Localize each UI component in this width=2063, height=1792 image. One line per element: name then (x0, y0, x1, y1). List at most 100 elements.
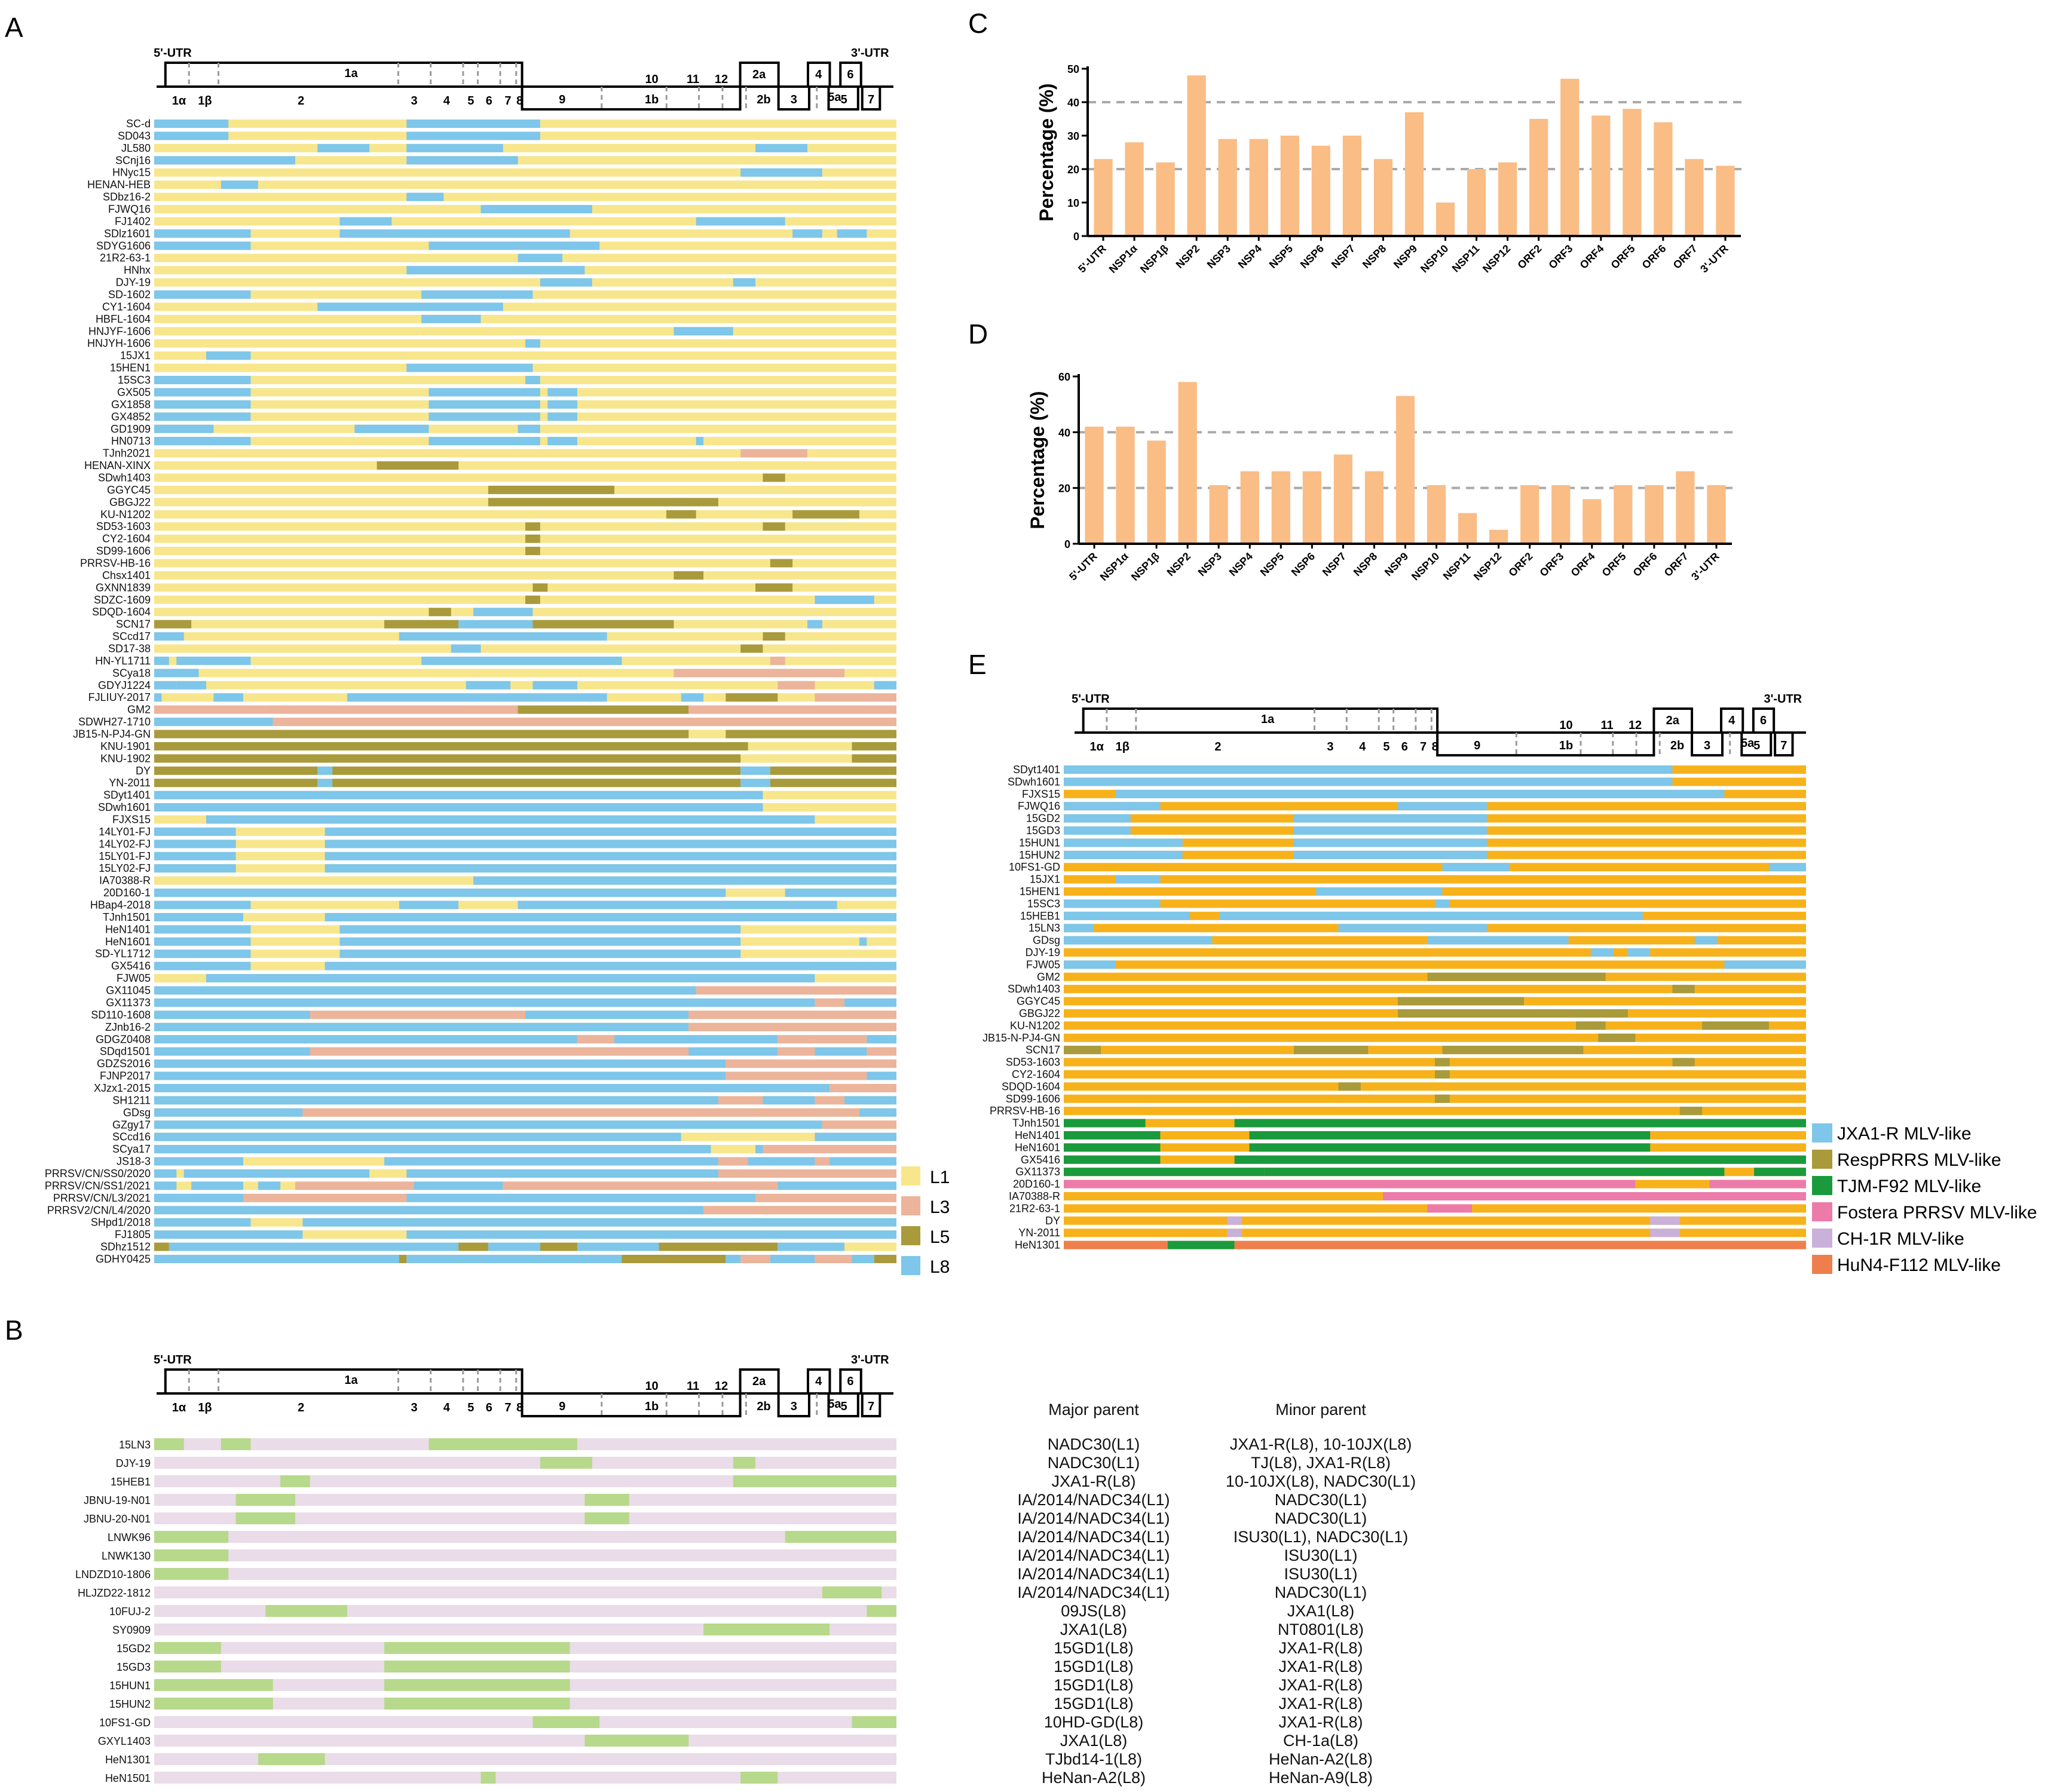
x-tick-label: NSP9 (1382, 550, 1410, 578)
panel-e-row: YN-2011 (1018, 1227, 1806, 1239)
legend-label-l8: L8 (930, 1257, 950, 1277)
segment-l8 (154, 1022, 689, 1031)
segment-l8 (154, 1047, 310, 1056)
segment-l8 (258, 1181, 281, 1190)
panel-b-row: 10FS1-GD 10HD-GD(L8) JXA1-R(L8) (99, 1713, 1363, 1731)
panel-e-row-label: KU-N1202 (1010, 1019, 1060, 1031)
segment-l8 (466, 681, 511, 690)
segment-mlv (1338, 1082, 1361, 1091)
segment-l8 (325, 864, 896, 873)
segment-mlv (1694, 936, 1717, 945)
panel-e-row: HeN1301 (1015, 1239, 1806, 1251)
panel-e-row: GGYC45 (1017, 995, 1806, 1007)
y-tick-label: 0 (1073, 231, 1079, 243)
panel-a-row: 15HEN1 (110, 362, 896, 374)
panel-a-row-label: SCcd16 (112, 1131, 151, 1143)
panel-b-row: LNDZD10-1806 IA/2014/NADC34(L1) ISU30(L1) (75, 1565, 1358, 1583)
segment-l8 (339, 229, 570, 238)
bar (1685, 159, 1704, 236)
segment-l8 (154, 864, 236, 873)
segment-l1 (154, 302, 896, 311)
segment-l8 (778, 1181, 896, 1190)
segment-l8 (339, 925, 741, 934)
major-parent-value: 10HD-GD(L8) (1044, 1713, 1144, 1731)
panel-a-row: KNU-1902 (100, 752, 896, 764)
panel-a-row-label: SDlz1601 (104, 228, 151, 240)
segment-l3 (867, 1047, 896, 1056)
segment-l5 (532, 583, 548, 592)
segment-l1 (154, 180, 896, 189)
segment-mlv (1397, 1009, 1628, 1018)
segment-background (1064, 1046, 1806, 1055)
panel-e-row-label: 20D160-1 (1013, 1178, 1060, 1190)
segment-l8 (518, 900, 837, 909)
segment-mlv (1338, 924, 1487, 933)
segment-mlv (1316, 887, 1443, 896)
panel-a-row: DY (136, 765, 896, 777)
minor-background (154, 1772, 896, 1784)
panel-e-row: JB15-N-PJ4-GN (982, 1032, 1806, 1044)
segment-mlv (1435, 1094, 1450, 1103)
segment-mlv (1064, 1046, 1101, 1055)
panel-a-row: SD043 (118, 130, 896, 142)
minor-parent-value: CH-1a(L8) (1283, 1732, 1358, 1750)
panel-b-row: 15HUN2 15GD1(L8) JXA1-R(L8) (109, 1695, 1363, 1713)
genome-box-bottom (827, 1392, 859, 1417)
panel-e-row-label: SCN17 (1026, 1044, 1060, 1056)
recombinant-segment (221, 1438, 251, 1450)
segment-l3 (659, 1108, 859, 1117)
panel-a-row: SCN17 (116, 618, 896, 630)
panel-b-row: HeN1501 HeNan-A2(L8) HeNan-A9(L8) (105, 1769, 1373, 1787)
genome-label: 9 (559, 93, 565, 106)
segment-l5 (622, 1254, 726, 1263)
panel-a-row-label: SC-d (126, 118, 151, 130)
segment-l8 (473, 608, 533, 617)
minor-parent-value: ISU30(L1) (1284, 1546, 1357, 1564)
segment-l8 (540, 278, 592, 287)
panel-b-row: 10FUJ-2 09JS(L8) JXA1(L8) (109, 1602, 1354, 1620)
segment-l8 (339, 937, 741, 946)
minor-parent-header: Minor parent (1275, 1401, 1366, 1419)
segment-l3 (830, 1083, 896, 1092)
segment-mlv (1650, 1229, 1680, 1237)
recombinant-segment (235, 1512, 295, 1524)
segment-l3 (778, 1047, 815, 1056)
panel-b-row-label: DJY-19 (116, 1457, 151, 1469)
segment-l8 (317, 302, 503, 311)
panel-a-row: SDhz1512 (100, 1241, 896, 1253)
segment-l8 (325, 840, 896, 848)
genome-label: 9 (559, 1400, 565, 1413)
bar (1591, 115, 1611, 236)
segment-mlv (1650, 1216, 1680, 1225)
panel-b-row-label: HeN1501 (105, 1772, 151, 1784)
panel-e-row: 15GD3 (1026, 825, 1806, 837)
segment-l8 (525, 376, 540, 385)
segment-l8 (154, 1010, 310, 1019)
segment-l8 (154, 1059, 726, 1068)
segment-mlv (1249, 1131, 1651, 1139)
panel-a-row-label: KNU-1901 (100, 740, 151, 752)
major-parent-value: IA/2014/NADC34(L1) (1017, 1565, 1170, 1583)
panel-a-row: JB15-N-PJ4-GN (73, 728, 896, 740)
segment-l8 (154, 949, 251, 958)
panel-e-row-label: GBGJ22 (1019, 1007, 1060, 1019)
segment-l5 (540, 1242, 577, 1251)
segment-l8 (755, 1145, 763, 1154)
genome-label: 6 (486, 1401, 492, 1414)
segment-l5 (518, 705, 689, 714)
segment-l1 (154, 461, 896, 470)
x-tick-label: NSP3 (1205, 243, 1233, 271)
segment-l8 (428, 241, 600, 250)
segment-l3 (815, 693, 896, 702)
x-tick-label: ORF4 (1578, 243, 1606, 271)
panel-label-c: C (968, 8, 988, 39)
segment-mlv (1234, 1240, 1806, 1249)
panel-a-row-label: 15JX1 (120, 350, 151, 362)
segment-l8 (859, 1108, 896, 1117)
segment-l5 (763, 473, 785, 482)
major-parent-value: 15GD1(L8) (1054, 1695, 1134, 1713)
segment-mlv (1234, 1119, 1806, 1128)
x-tick-label: NSP2 (1165, 550, 1193, 578)
panel-a-row-label: TJnh1501 (103, 911, 151, 923)
x-tick-label: NSP4 (1236, 243, 1264, 271)
